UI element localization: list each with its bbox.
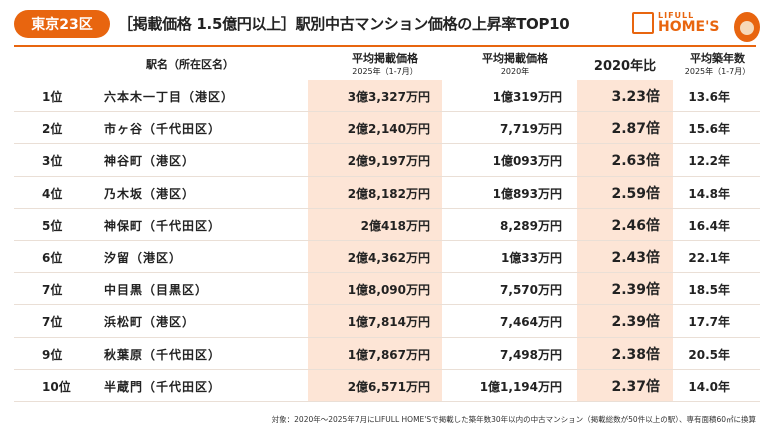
cell-p2020: 7,570万円 — [500, 283, 562, 298]
cell-p2020: 7,498万円 — [500, 347, 562, 362]
cell-ratio: 2.46倍 — [611, 217, 660, 234]
cell-p2025: 1億7,867万円 — [347, 347, 430, 362]
cell-station: 秋葉原（千代田区） — [104, 347, 222, 362]
cell-rank: 1位 — [42, 90, 63, 104]
cell-age: 22.1年 — [688, 251, 730, 265]
cell-rank: 4位 — [42, 186, 63, 201]
cell-station: 神保町（千代田区） — [104, 218, 222, 233]
cell-p2020: 1億33万円 — [500, 251, 562, 265]
cell-age: 14.8年 — [688, 186, 730, 201]
cell-ratio: 2.87倍 — [611, 121, 660, 138]
lifull-homes-logo: LIFULL HOME'S — [632, 12, 719, 34]
cell-ratio: 3.23倍 — [611, 89, 660, 105]
cell-age: 12.2年 — [688, 154, 730, 169]
page-title: ［掲載価格 1.5億円以上］駅別中古マンション価格の上昇率TOP10 — [118, 15, 570, 33]
cell-p2020: 7,464万円 — [500, 315, 562, 330]
cell-station: 浜松町（港区） — [104, 315, 196, 330]
cell-station: 六本木一丁目（港区） — [104, 90, 235, 104]
cell-age: 20.5年 — [688, 347, 730, 362]
table-row: 4位 乃木坂（港区） 2億8,182万円 1億893万円 2.59倍 14.8年 — [14, 177, 760, 209]
cell-ratio: 2.43倍 — [611, 250, 660, 266]
table-row: 10位 半蔵門（千代田区） 2億6,571万円 1億1,194万円 2.37倍 14.0年 — [14, 370, 760, 402]
cell-rank: 6位 — [42, 251, 63, 265]
cell-p2025: 2億8,182万円 — [347, 186, 430, 201]
cell-p2025: 2億4,362万円 — [347, 251, 430, 265]
cell-p2020: 1億893万円 — [492, 186, 562, 201]
footnote: 対象：2020年～2025年7月にLIFULL HOME'Sで掲載した築年数30… — [271, 415, 756, 424]
cell-station: 市ヶ谷（千代田区） — [104, 122, 222, 137]
cell-ratio: 2.38倍 — [611, 346, 660, 363]
cell-p2020: 1億1,194万円 — [479, 379, 562, 394]
cell-ratio: 2.59倍 — [611, 185, 660, 202]
cell-rank: 7位 — [42, 283, 63, 298]
cell-rank: 7位 — [42, 315, 63, 330]
table-row: 3位 神谷町（港区） 2億9,197万円 1億093万円 2.63倍 12.2年 — [14, 144, 760, 177]
cell-rank: 10位 — [42, 379, 71, 394]
cell-ratio: 2.37倍 — [611, 378, 660, 395]
cell-station: 半蔵門（千代田区） — [104, 379, 222, 394]
table-row: 7位 中目黒（目黒区） 1億8,090万円 7,570万円 2.39倍 18.5年 — [14, 273, 760, 306]
cell-p2020: 1億093万円 — [492, 154, 562, 169]
cell-station: 中目黒（目黒区） — [104, 283, 209, 298]
cell-p2025: 2億2,140万円 — [347, 122, 430, 137]
table-row: 5位 神保町（千代田区） 2億418万円 8,289万円 2.46倍 16.4年 — [14, 209, 760, 241]
table-row: 2位 市ヶ谷（千代田区） 2億2,140万円 7,719万円 2.87倍 15.6年 — [14, 112, 760, 145]
cell-rank: 9位 — [42, 347, 63, 362]
cell-age: 17.7年 — [688, 315, 730, 330]
cell-age: 15.6年 — [688, 122, 730, 137]
cell-station: 乃木坂（港区） — [104, 186, 196, 201]
highlight-column-price2025 — [308, 80, 442, 402]
cell-station: 神谷町（港区） — [104, 154, 196, 169]
cell-age: 16.4年 — [688, 218, 730, 233]
mascot-icon — [734, 12, 760, 42]
cell-rank: 5位 — [42, 218, 63, 233]
table-row: 1位 六本木一丁目（港区） 3億3,327万円 1億319万円 3.23倍 13.6年 — [14, 80, 760, 113]
cell-age: 13.6年 — [688, 90, 730, 104]
cell-p2020: 7,719万円 — [500, 122, 562, 137]
header-price2020: 平均掲載価格 2020年 — [482, 52, 548, 76]
header-ratio: 2020年比 — [593, 59, 657, 74]
table-row: 6位 汐留（港区） 2億4,362万円 1億33万円 2.43倍 22.1年 — [14, 241, 760, 274]
cell-ratio: 2.39倍 — [611, 314, 660, 331]
cell-rank: 2位 — [42, 122, 63, 137]
cell-p2025: 1億8,090万円 — [347, 283, 430, 298]
region-badge: 東京23区 — [14, 10, 110, 38]
header-station: 駅名（所在区名） — [146, 58, 234, 71]
cell-p2025: 1億7,814万円 — [347, 315, 430, 330]
cell-age: 18.5年 — [688, 283, 730, 298]
cell-p2025: 2億418万円 — [360, 218, 430, 233]
cell-age: 14.0年 — [688, 379, 730, 394]
divider — [14, 45, 756, 47]
table-row: 7位 浜松町（港区） 1億7,814万円 7,464万円 2.39倍 17.7年 — [14, 305, 760, 338]
cell-p2020: 1億319万円 — [492, 90, 562, 104]
cell-station: 汐留（港区） — [104, 251, 183, 265]
cell-p2025: 2億6,571万円 — [347, 379, 430, 394]
cell-rank: 3位 — [42, 154, 63, 169]
header-age: 平均築年数 2025年（1-7月） — [684, 52, 751, 76]
cell-p2020: 8,289万円 — [500, 218, 562, 233]
highlight-column-ratio — [577, 80, 673, 402]
house-icon — [632, 12, 654, 34]
table-row: 9位 秋葉原（千代田区） 1億7,867万円 7,498万円 2.38倍 20.5年 — [14, 338, 760, 370]
cell-p2025: 2億9,197万円 — [347, 154, 430, 169]
cell-ratio: 2.63倍 — [611, 153, 660, 170]
cell-p2025: 3億3,327万円 — [347, 90, 430, 104]
cell-ratio: 2.39倍 — [611, 282, 660, 299]
header-price2025: 平均掲載価格 2025年（1-7月） — [352, 52, 418, 76]
